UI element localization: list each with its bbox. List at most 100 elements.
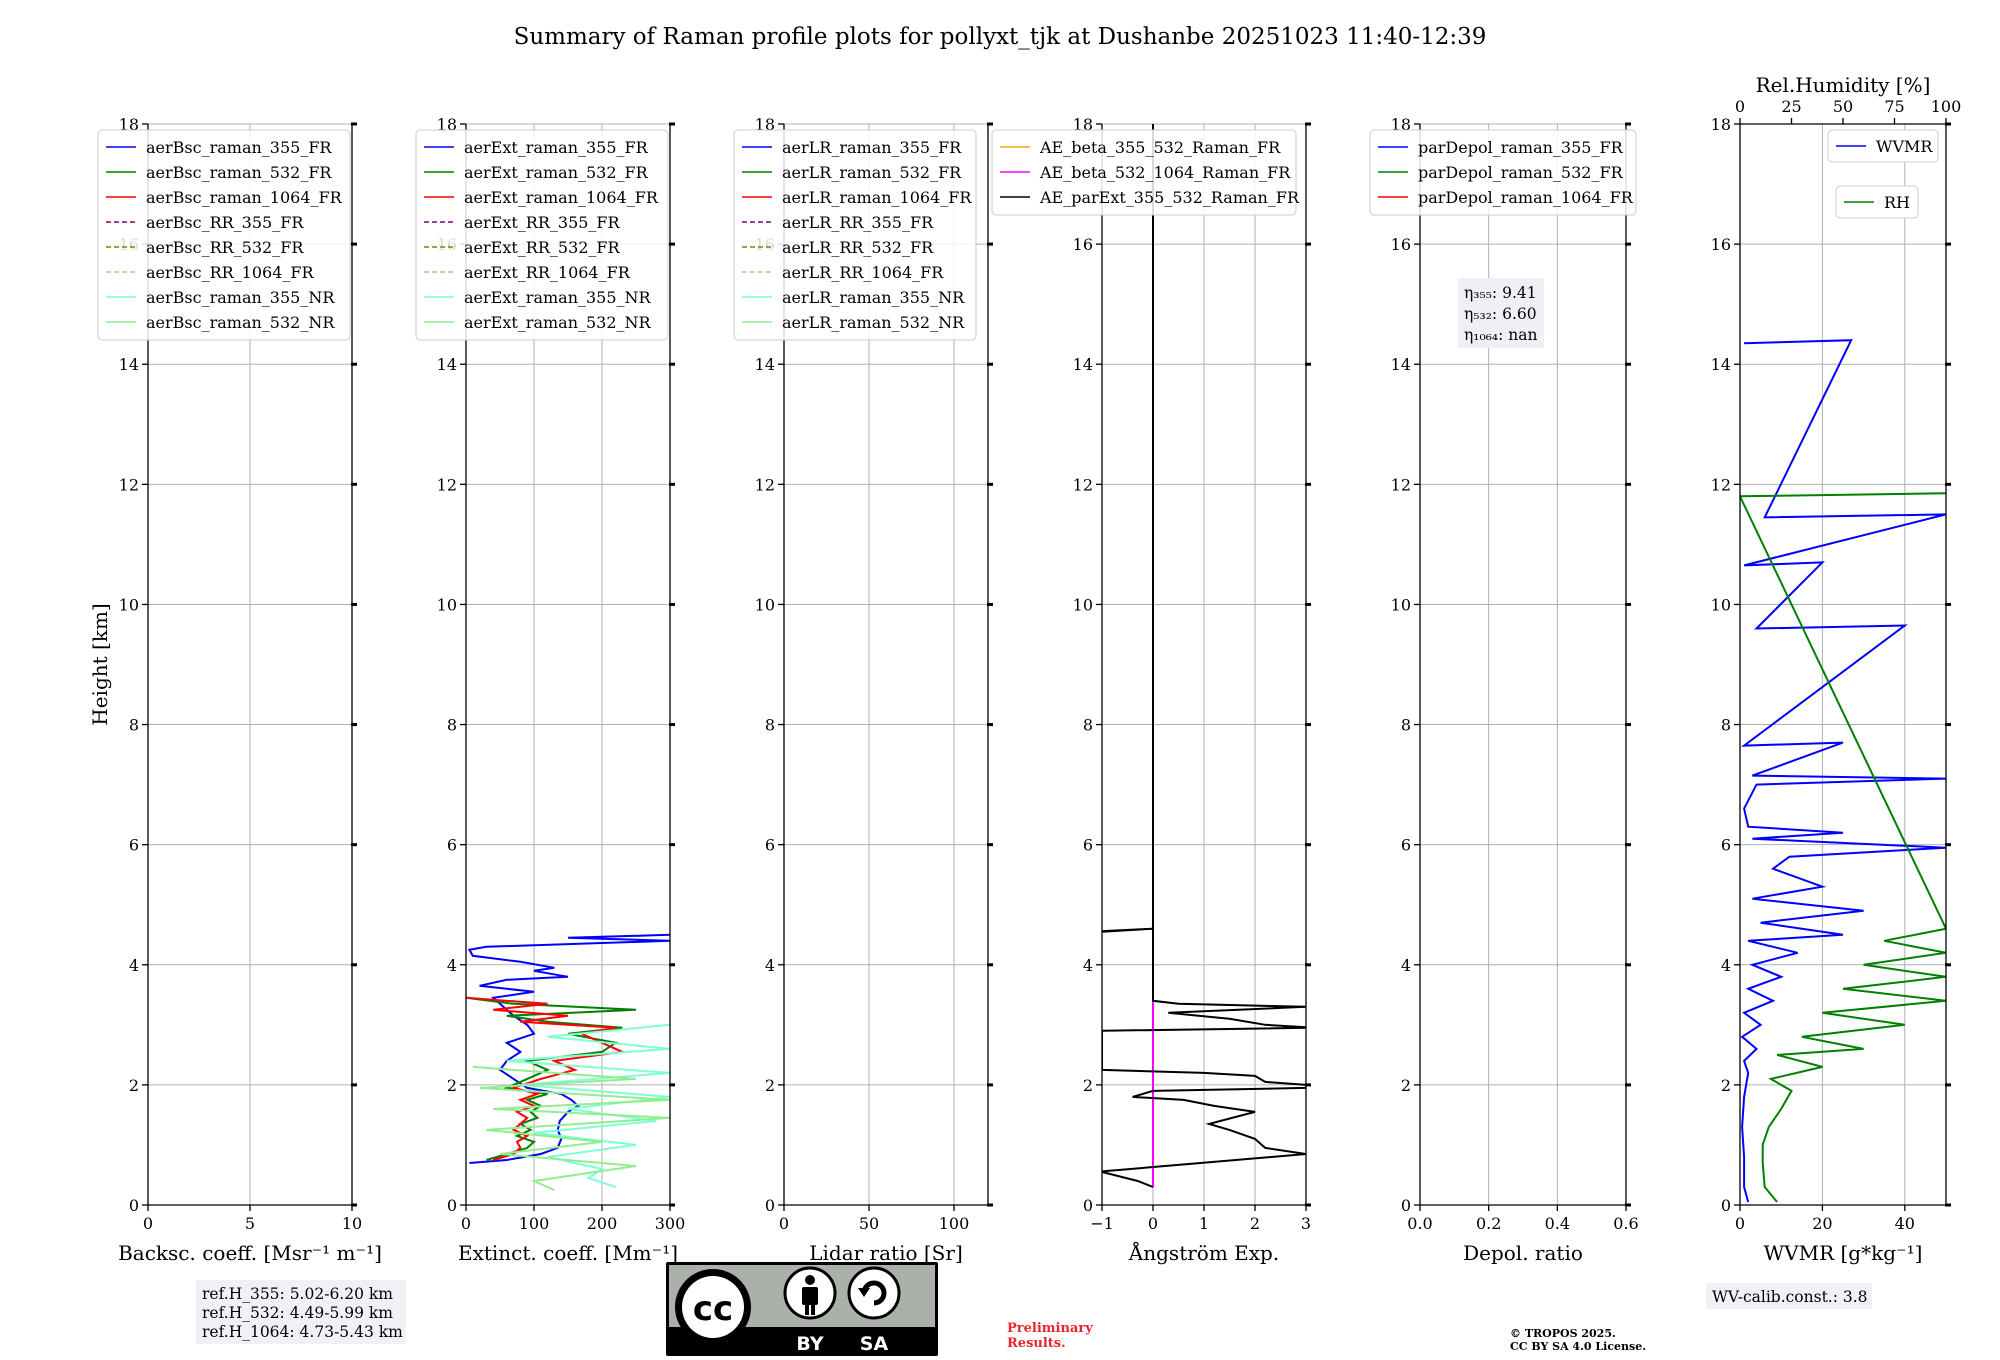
sa-label: SA	[860, 1333, 889, 1355]
legend-label-aerLR_raman_532_NR: aerLR_raman_532_NR	[782, 313, 965, 332]
legend-label-aerLR_RR_355_FR: aerLR_RR_355_FR	[782, 213, 934, 232]
ytick-label: 18	[755, 115, 775, 134]
legend-wvmr: WVMR	[1827, 129, 1939, 163]
ytick-label: 4	[1401, 956, 1411, 975]
xtick-label: 200	[587, 1214, 618, 1233]
legend-frame	[1369, 129, 1637, 216]
series-line-AE_parExt_355_532_Raman_FR	[1102, 124, 1306, 1188]
legend-label-aerExt_raman_1064_FR: aerExt_raman_1064_FR	[464, 188, 659, 207]
legend-label-AE_beta_532_1064_Raman_FR: AE_beta_532_1064_Raman_FR	[1039, 163, 1291, 182]
series-line-WVMR	[1740, 339, 1946, 1203]
xtick-label: 0	[779, 1214, 789, 1233]
x-axis-label: Depol. ratio	[1463, 1241, 1583, 1265]
ytick-label: 16	[1391, 235, 1411, 254]
by-label: BY	[796, 1333, 823, 1355]
legend-label-aerBsc_RR_1064_FR: aerBsc_RR_1064_FR	[146, 263, 315, 282]
wv-calib-const: WV-calib.const.: 3.8	[1712, 1288, 1868, 1306]
xtick-label: 1	[1199, 1214, 1209, 1233]
ytick-label: 14	[437, 355, 457, 374]
xtick-label: 0	[1735, 1214, 1745, 1233]
by-attribution-icon	[783, 1266, 837, 1320]
ytick-label: 4	[1083, 956, 1093, 975]
depol-calibration-box: η₃₅₅: 9.41 η₅₃₂: 6.60 η₁₀₆₄: nan	[1458, 278, 1544, 348]
x2tick-label: 100	[1931, 97, 1962, 116]
ytick-label: 4	[1721, 956, 1731, 975]
chart-panel-1: 0246810121416180510Backsc. coeff. [Msr⁻¹…	[88, 115, 382, 1265]
xtick-label: 50	[859, 1214, 879, 1233]
legend-frame	[991, 129, 1297, 216]
x-axis-label: Ångström Exp.	[1128, 1240, 1279, 1265]
legend-label-aerBsc_RR_355_FR: aerBsc_RR_355_FR	[146, 213, 304, 232]
ytick-label: 18	[1073, 115, 1093, 134]
x2tick-label: 0	[1735, 97, 1745, 116]
x-axis-label: Extinct. coeff. [Mm⁻¹]	[458, 1241, 678, 1265]
legend-label-parDepol_raman_355_FR: parDepol_raman_355_FR	[1418, 138, 1624, 157]
xtick-label: 3	[1301, 1214, 1311, 1233]
legend: AE_beta_355_532_Raman_FR AE_beta_532_1064…	[991, 129, 1300, 216]
ytick-label: 6	[1721, 836, 1731, 855]
legend-label-RH: RH	[1884, 193, 1910, 212]
chart-panel-5: 0 2 4 6 8 10 12 14 16 18 0.0 0.2 0.4 0.6 Depol. ratio p…	[1369, 115, 1639, 1265]
reference-heights-box: ref.H_355: 5.02-6.20 km ref.H_532: 4.49-…	[196, 1280, 406, 1344]
ytick-label: 0	[1401, 1196, 1411, 1215]
legend-frame	[415, 129, 669, 341]
ytick-label: 12	[1073, 475, 1093, 494]
legend-label-aerExt_raman_355_FR: aerExt_raman_355_FR	[464, 138, 649, 157]
xtick-label: 100	[939, 1214, 970, 1233]
preliminary-label-1: Preliminary	[1007, 1321, 1093, 1336]
series-line-aerExt_raman_532_NR	[472, 1065, 670, 1191]
series-line-aerExt_raman_1064_FR	[466, 996, 627, 1161]
ytick-label: 18	[1711, 115, 1731, 134]
ytick-label: 2	[1401, 1076, 1411, 1095]
xtick-label: 300	[655, 1214, 686, 1233]
legend-label-aerLR_raman_355_NR: aerLR_raman_355_NR	[782, 288, 965, 307]
ytick-label: 0	[765, 1196, 775, 1215]
ytick-label: 10	[755, 595, 775, 614]
ytick-label: 18	[437, 115, 457, 134]
legend-label-AE_beta_355_532_Raman_FR: AE_beta_355_532_Raman_FR	[1039, 138, 1281, 157]
ytick-label: 12	[119, 475, 139, 494]
legend-label-aerLR_RR_532_FR: aerLR_RR_532_FR	[782, 238, 934, 257]
eta-value: η₅₃₂: 6.60	[1464, 305, 1537, 323]
ytick-label: 4	[765, 956, 775, 975]
ytick-label: 10	[1711, 595, 1731, 614]
xtick-label: 0	[143, 1214, 153, 1233]
xtick-label: 0.2	[1476, 1214, 1501, 1233]
series-line-aerExt_raman_532_FR	[466, 996, 637, 1161]
ytick-label: 0	[1083, 1196, 1093, 1215]
wv-calibration-box: WV-calib.const.: 3.8	[1706, 1283, 1872, 1309]
ytick-label: 14	[1391, 355, 1411, 374]
ytick-label: 8	[765, 716, 775, 735]
copyright-line-2: CC BY SA 4.0 License.	[1510, 1340, 1646, 1353]
x2-axis-label: Rel.Humidity [%]	[1756, 73, 1931, 97]
xtick-label: 0.4	[1545, 1214, 1570, 1233]
legend-label-aerBsc_raman_532_NR: aerBsc_raman_532_NR	[146, 313, 335, 332]
sa-sharealike-icon	[847, 1266, 901, 1320]
cc-license-badge: cc BY SA	[666, 1262, 938, 1356]
legend-frame	[1827, 129, 1939, 163]
legend-label-aerBsc_raman_532_FR: aerBsc_raman_532_FR	[146, 163, 332, 182]
ytick-label: 12	[437, 475, 457, 494]
preliminary-label-2: Results.	[1007, 1336, 1066, 1351]
legend-frame	[1835, 185, 1919, 219]
ytick-label: 0	[447, 1196, 457, 1215]
legend-label-aerLR_raman_532_FR: aerLR_raman_532_FR	[782, 163, 962, 182]
xtick-label: 0.0	[1407, 1214, 1432, 1233]
ytick-label: 6	[765, 836, 775, 855]
ytick-label: 10	[437, 595, 457, 614]
annotation-frame	[1458, 278, 1544, 348]
series-line-aerExt_raman_355_NR	[506, 1023, 670, 1188]
ytick-label: 6	[447, 836, 457, 855]
xtick-label: 10	[342, 1214, 362, 1233]
ytick-label: 12	[1711, 475, 1731, 494]
legend-label-AE_parExt_355_532_Raman_FR: AE_parExt_355_532_Raman_FR	[1039, 188, 1300, 207]
ref-height-1064: ref.H_1064: 4.73-5.43 km	[202, 1323, 403, 1341]
ytick-label: 0	[129, 1196, 139, 1215]
x-axis-label: Lidar ratio [Sr]	[809, 1241, 963, 1265]
legend-label-aerExt_RR_1064_FR: aerExt_RR_1064_FR	[464, 263, 631, 282]
y-axis-label: Height [km]	[88, 603, 112, 725]
eta-value: η₁₀₆₄: nan	[1464, 326, 1538, 344]
legend-label-aerBsc_raman_355_FR: aerBsc_raman_355_FR	[146, 138, 332, 157]
ytick-label: 14	[1711, 355, 1731, 374]
